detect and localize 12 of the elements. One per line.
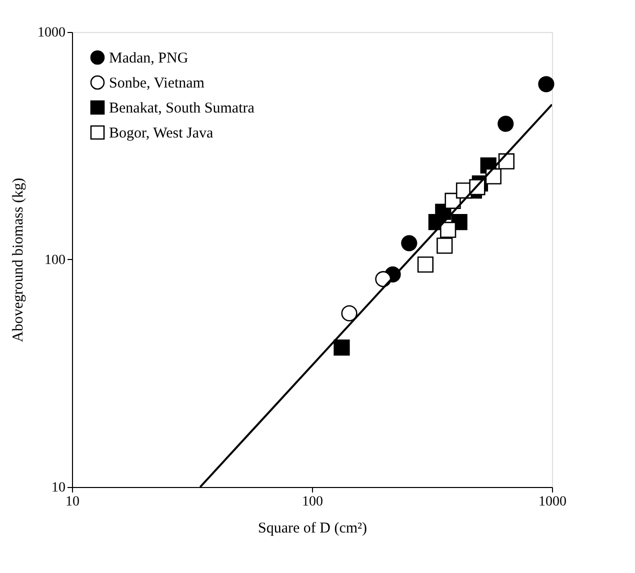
x-tick-label: 100 [302,494,323,510]
y-tick-label: 100 [44,253,66,268]
y-axis-title: Aboveground biomass (kg) [10,178,26,342]
y-tick-label: 1000 [38,26,66,40]
legend-label: Sonbe, Vietnam [109,76,205,92]
legend-label: Benakat, South Sumatra [109,100,255,116]
x-axis-title: Square of D (cm²) [258,520,368,536]
x-tick-label: 1000 [538,494,566,510]
legend-label: Bogor, West Java [109,126,214,142]
x-tick-label: 10 [66,494,80,510]
legend-label: Madan, PNG [109,50,188,66]
y-tick-label: 10 [52,480,66,496]
